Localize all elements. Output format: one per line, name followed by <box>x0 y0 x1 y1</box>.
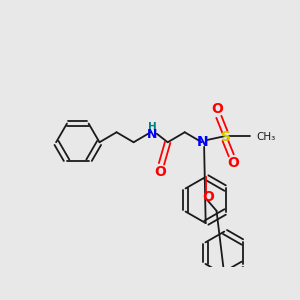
Text: S: S <box>221 130 231 144</box>
Text: O: O <box>212 102 223 116</box>
Text: N: N <box>147 128 158 141</box>
Text: N: N <box>197 135 208 149</box>
Text: O: O <box>227 156 239 170</box>
Text: H: H <box>148 122 157 132</box>
Text: O: O <box>154 164 166 178</box>
Text: O: O <box>202 190 214 204</box>
Text: CH₃: CH₃ <box>256 132 275 142</box>
